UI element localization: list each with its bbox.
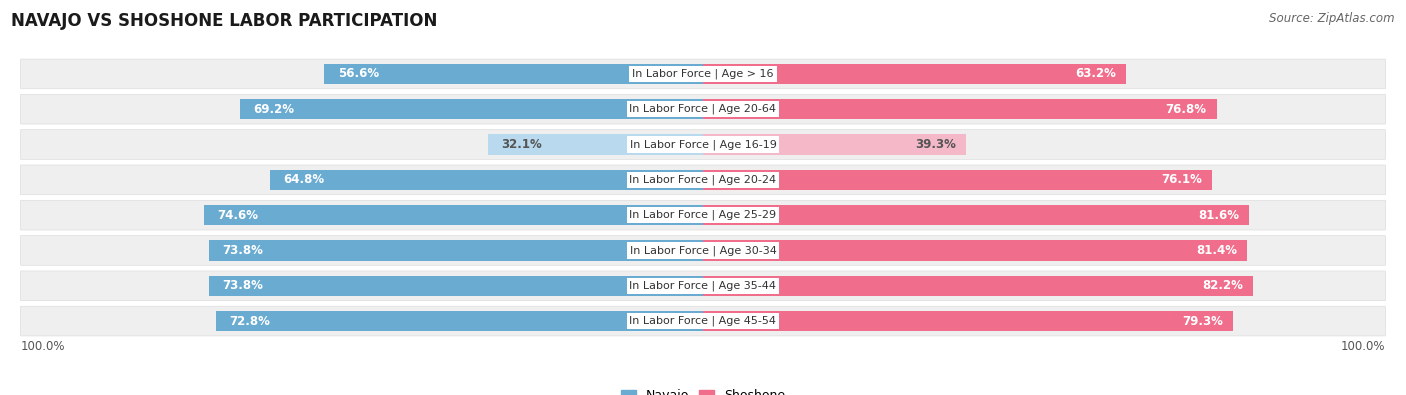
Text: 56.6%: 56.6% <box>337 68 380 81</box>
Text: 81.4%: 81.4% <box>1197 244 1237 257</box>
Bar <box>703 205 1249 226</box>
Bar <box>703 99 1216 119</box>
Text: 63.2%: 63.2% <box>1074 68 1116 81</box>
Text: In Labor Force | Age 45-54: In Labor Force | Age 45-54 <box>630 316 776 326</box>
Text: Source: ZipAtlas.com: Source: ZipAtlas.com <box>1270 12 1395 25</box>
Text: In Labor Force | Age 30-34: In Labor Force | Age 30-34 <box>630 245 776 256</box>
Text: 64.8%: 64.8% <box>283 173 323 186</box>
Text: 100.0%: 100.0% <box>1341 340 1385 353</box>
Text: In Labor Force | Age 20-64: In Labor Force | Age 20-64 <box>630 104 776 115</box>
Text: 69.2%: 69.2% <box>253 103 294 116</box>
FancyBboxPatch shape <box>21 130 1385 159</box>
Text: 76.8%: 76.8% <box>1166 103 1206 116</box>
Text: 82.2%: 82.2% <box>1202 279 1243 292</box>
FancyBboxPatch shape <box>21 200 1385 230</box>
Text: In Labor Force | Age 20-24: In Labor Force | Age 20-24 <box>630 175 776 185</box>
Text: 39.3%: 39.3% <box>915 138 956 151</box>
Bar <box>703 311 1233 331</box>
FancyBboxPatch shape <box>21 165 1385 195</box>
Text: In Labor Force | Age 25-29: In Labor Force | Age 25-29 <box>630 210 776 220</box>
Bar <box>488 134 703 155</box>
Bar <box>325 64 703 84</box>
Text: 79.3%: 79.3% <box>1182 314 1223 327</box>
Bar <box>240 99 703 119</box>
Text: NAVAJO VS SHOSHONE LABOR PARTICIPATION: NAVAJO VS SHOSHONE LABOR PARTICIPATION <box>11 12 437 30</box>
Text: 81.6%: 81.6% <box>1198 209 1239 222</box>
Bar <box>703 169 1212 190</box>
Bar <box>703 276 1253 296</box>
FancyBboxPatch shape <box>21 59 1385 89</box>
Bar <box>209 240 703 261</box>
Text: 74.6%: 74.6% <box>218 209 259 222</box>
Bar <box>217 311 703 331</box>
Bar <box>204 205 703 226</box>
Bar <box>209 276 703 296</box>
Bar <box>703 134 966 155</box>
FancyBboxPatch shape <box>21 236 1385 265</box>
Legend: Navajo, Shoshone: Navajo, Shoshone <box>616 384 790 395</box>
Bar <box>703 240 1247 261</box>
Bar <box>270 169 703 190</box>
Text: 32.1%: 32.1% <box>502 138 543 151</box>
Text: 73.8%: 73.8% <box>222 244 263 257</box>
Text: In Labor Force | Age 35-44: In Labor Force | Age 35-44 <box>630 280 776 291</box>
FancyBboxPatch shape <box>21 306 1385 336</box>
Text: In Labor Force | Age 16-19: In Labor Force | Age 16-19 <box>630 139 776 150</box>
Text: 76.1%: 76.1% <box>1161 173 1202 186</box>
Text: 100.0%: 100.0% <box>21 340 65 353</box>
FancyBboxPatch shape <box>21 94 1385 124</box>
Text: 73.8%: 73.8% <box>222 279 263 292</box>
Text: 72.8%: 72.8% <box>229 314 270 327</box>
FancyBboxPatch shape <box>21 271 1385 301</box>
Bar <box>703 64 1126 84</box>
Text: In Labor Force | Age > 16: In Labor Force | Age > 16 <box>633 69 773 79</box>
